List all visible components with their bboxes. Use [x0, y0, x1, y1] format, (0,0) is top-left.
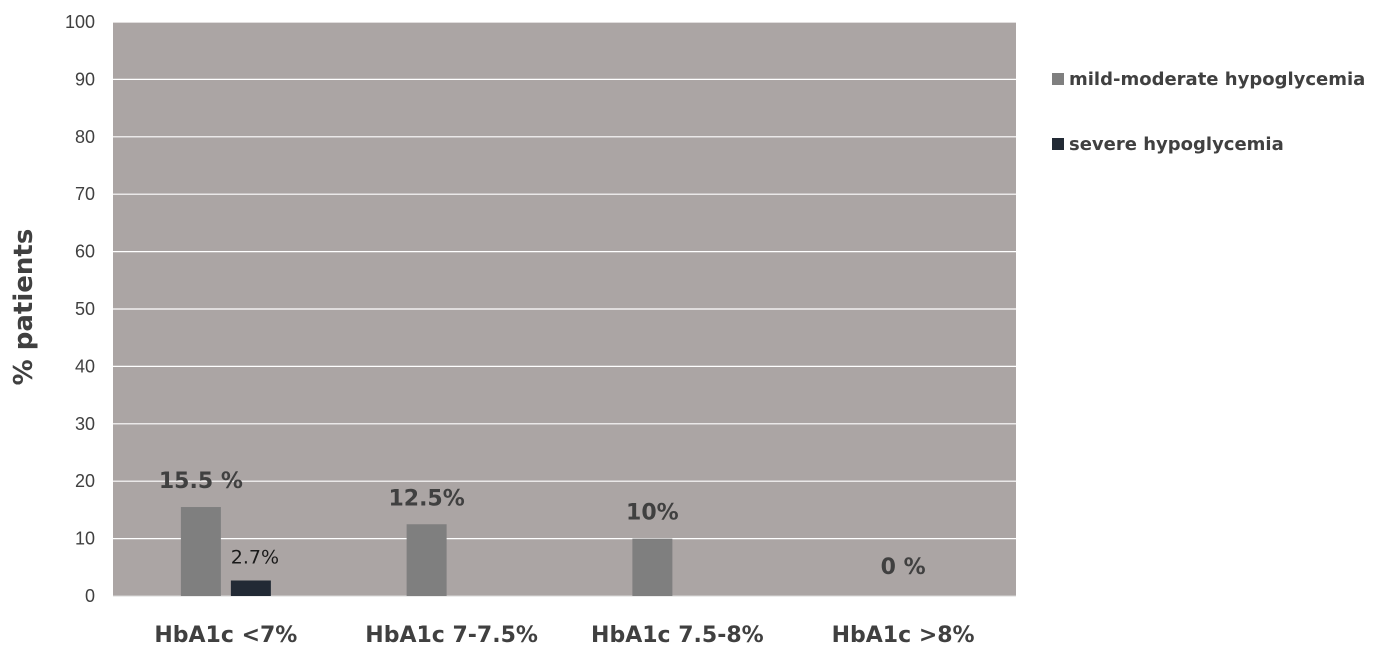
gridlines — [113, 21, 1016, 597]
y-tick-label: 20 — [75, 471, 95, 491]
data-label: 12.5% — [388, 486, 464, 511]
data-label: 15.5 % — [159, 469, 243, 494]
x-category-label: HbA1c 7.5-8% — [591, 623, 764, 648]
legend-swatch — [1052, 138, 1064, 150]
y-tick-label: 80 — [75, 127, 95, 147]
x-category-label: HbA1c <7% — [154, 623, 297, 648]
y-tick-label: 100 — [65, 12, 95, 32]
legend: mild-moderate hypoglycemia severe hypogly… — [1052, 69, 1365, 155]
y-tick-label: 50 — [75, 299, 95, 319]
y-tick-label: 70 — [75, 184, 95, 204]
x-category-label: HbA1c >8% — [832, 623, 975, 648]
data-labels: 15.5 % 2.7% 12.5% 10% 0 % — [159, 469, 926, 580]
data-label: 2.7% — [231, 547, 279, 569]
x-category-label: HbA1c 7-7.5% — [365, 623, 538, 648]
y-tick-label: 40 — [75, 356, 95, 376]
y-tick-label: 10 — [75, 529, 95, 549]
data-label: 10% — [626, 501, 679, 526]
bar-mild-moderate — [406, 524, 447, 596]
y-tick-label: 30 — [75, 414, 95, 434]
data-label: 0 % — [881, 555, 926, 580]
y-tick-label: 90 — [75, 69, 95, 89]
bar-mild-moderate — [180, 507, 221, 596]
y-axis-label: % patients — [9, 229, 39, 386]
y-tick-label: 0 — [85, 586, 95, 606]
bar-mild-moderate — [632, 538, 673, 596]
legend-label: mild-moderate hypoglycemia — [1069, 69, 1365, 90]
bars — [180, 507, 673, 596]
bar-severe — [230, 580, 271, 596]
legend-swatch — [1052, 73, 1064, 85]
y-axis-ticks: 0 10 20 30 40 50 60 70 80 90 100 — [65, 12, 95, 606]
x-axis-categories: HbA1c <7% HbA1c 7-7.5% HbA1c 7.5-8% HbA1c >… — [154, 623, 974, 648]
legend-label: severe hypoglycemia — [1069, 134, 1284, 155]
y-tick-label: 60 — [75, 242, 95, 262]
